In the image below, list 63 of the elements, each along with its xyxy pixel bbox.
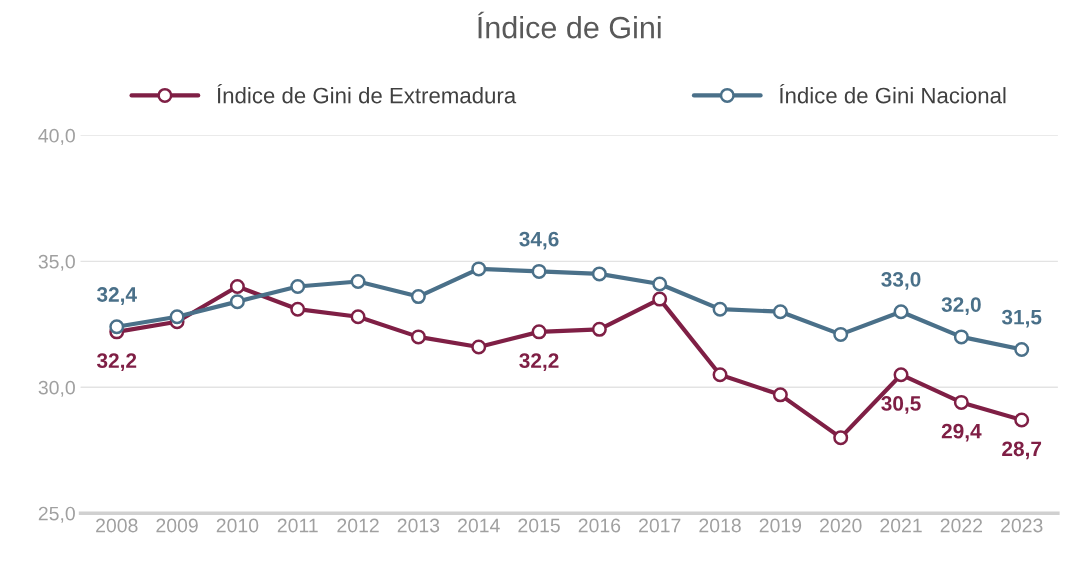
- data-label: 30,5: [881, 396, 921, 414]
- point: [833, 326, 849, 342]
- x-tick-label: 2012: [337, 518, 379, 533]
- point: [229, 279, 245, 295]
- legend-label: Índice de Gini Nacional: [779, 83, 1006, 104]
- point: [953, 329, 969, 345]
- x-tick-label: 2010: [216, 518, 259, 533]
- x-tick-label: 2018: [699, 518, 741, 533]
- point: [712, 367, 728, 383]
- x-tick-label: 2015: [518, 518, 560, 533]
- x-tick-label: 2016: [578, 518, 621, 533]
- point: [290, 301, 306, 317]
- data-label: 28,7: [1002, 441, 1042, 460]
- x-tick-label: 2008: [96, 518, 138, 533]
- point: [772, 387, 788, 403]
- data-label: 34,6: [519, 231, 559, 250]
- point: [350, 273, 366, 289]
- point: [531, 324, 547, 340]
- point: [833, 430, 849, 446]
- point: [1014, 341, 1030, 357]
- y-tick-label: 25,0: [38, 506, 75, 523]
- data-label: 32,2: [96, 353, 137, 372]
- data-label: 29,4: [941, 423, 982, 442]
- point: [290, 279, 306, 295]
- point: [410, 329, 426, 345]
- x-tick-label: 2020: [820, 518, 862, 533]
- y-tick-label: 35,0: [38, 254, 75, 271]
- data-label: 33,0: [881, 271, 921, 290]
- point: [471, 261, 487, 277]
- x-tick-label: 2014: [458, 518, 500, 533]
- point: [953, 394, 969, 410]
- point: [652, 291, 668, 307]
- x-tick-label: 2011: [277, 518, 318, 533]
- point: [471, 339, 487, 355]
- y-tick-label: 30,0: [38, 380, 75, 397]
- point: [591, 266, 607, 282]
- x-tick-label: 2022: [940, 518, 983, 533]
- point: [350, 309, 366, 325]
- x-tick-label: 2013: [397, 518, 440, 533]
- point: [591, 321, 607, 337]
- point: [652, 276, 668, 292]
- point: [229, 294, 245, 310]
- x-tick-label: 2023: [1001, 518, 1043, 533]
- point: [531, 263, 547, 279]
- x-tick-label: 2021: [880, 518, 922, 533]
- point: [893, 367, 909, 383]
- point: [1014, 412, 1030, 428]
- x-tick-label: 2009: [156, 518, 198, 533]
- point: [169, 309, 185, 325]
- point: [712, 301, 728, 317]
- point: [772, 304, 788, 320]
- chart-title: Índice de Gini: [477, 11, 661, 39]
- point: [410, 289, 426, 305]
- x-tick-label: 2017: [639, 518, 681, 533]
- x-tick-label: 2019: [759, 518, 802, 533]
- legend-label: Índice de Gini de Extremadura: [217, 83, 517, 104]
- data-label: 31,5: [1001, 309, 1042, 328]
- data-label: 32,4: [96, 287, 137, 305]
- data-label: 32,0: [941, 297, 981, 315]
- point: [893, 304, 909, 320]
- y-tick-label: 40,0: [38, 128, 75, 145]
- point: [109, 319, 125, 335]
- data-label: 32,2: [519, 353, 559, 372]
